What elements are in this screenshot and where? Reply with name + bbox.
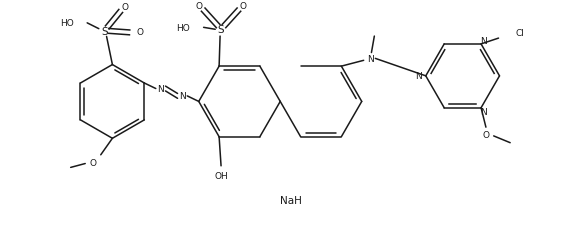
Text: NaH: NaH (280, 195, 302, 205)
Text: N: N (415, 72, 422, 81)
Text: Cl: Cl (515, 29, 524, 38)
Text: O: O (136, 28, 143, 37)
Text: HO: HO (176, 24, 190, 33)
Text: N: N (480, 108, 487, 117)
Text: O: O (240, 2, 247, 10)
Text: N: N (480, 36, 487, 45)
Text: N: N (367, 55, 374, 64)
Text: N: N (157, 85, 164, 94)
Text: O: O (195, 2, 202, 10)
Text: S: S (101, 27, 108, 37)
Text: O: O (483, 131, 490, 140)
Text: O: O (89, 158, 97, 167)
Text: N: N (179, 92, 186, 101)
Text: S: S (218, 25, 225, 35)
Text: O: O (122, 3, 128, 12)
Text: OH: OH (214, 171, 228, 180)
Text: HO: HO (60, 19, 74, 28)
